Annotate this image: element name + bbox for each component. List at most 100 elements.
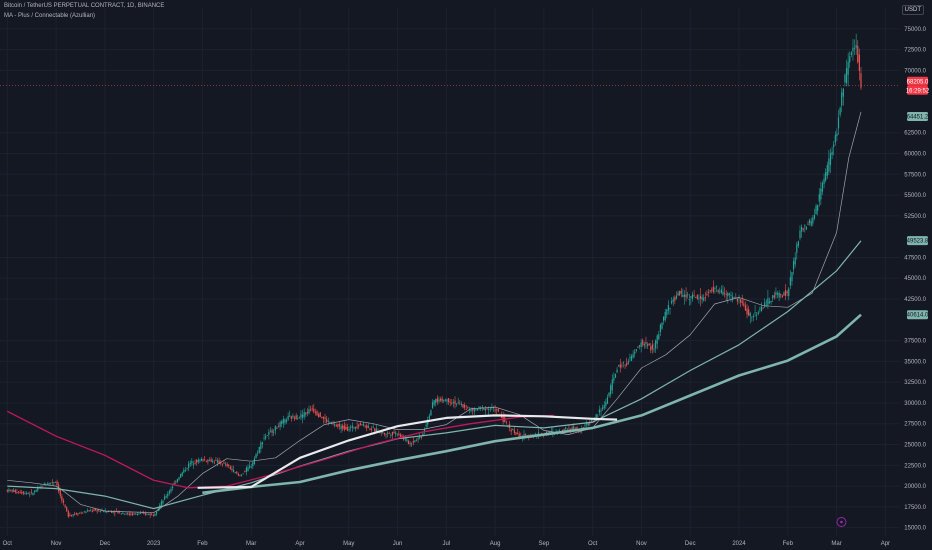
candle-body	[338, 424, 341, 427]
candle-body	[252, 462, 254, 467]
candle-body	[289, 415, 291, 417]
candle-body	[322, 417, 325, 419]
candle-body	[122, 513, 124, 514]
candle-body	[342, 425, 344, 429]
candle-body	[350, 427, 352, 429]
candle-body	[505, 421, 507, 423]
candle-body	[200, 458, 203, 462]
candle-body	[183, 469, 185, 473]
candle-body	[274, 426, 276, 431]
candle-body	[616, 369, 618, 373]
candle-body	[646, 344, 649, 347]
candle-body	[83, 511, 85, 513]
candle-body	[558, 429, 560, 431]
candle-body	[380, 431, 382, 434]
candle-body	[415, 439, 418, 441]
ma-line-white	[197, 414, 618, 489]
indicator-label[interactable]: MA - Plus / Connectable (Azullian)	[4, 13, 96, 19]
x-tick-label: May	[343, 541, 354, 547]
candle-body	[409, 443, 411, 444]
candle-body	[279, 422, 281, 427]
candle-body	[855, 45, 857, 48]
candle-body	[414, 440, 416, 442]
candle-body	[340, 425, 342, 430]
candle-body	[74, 513, 76, 515]
candle-body	[430, 410, 432, 416]
candle-body	[595, 414, 597, 419]
y-tick-label: 30000.0	[904, 401, 926, 407]
candle-body	[351, 425, 353, 428]
candle-body	[614, 373, 617, 378]
candle-body	[780, 294, 782, 296]
candle-body	[651, 344, 653, 350]
candle-body	[664, 311, 666, 321]
candle-body	[516, 433, 519, 434]
y-tick-label: 60000.0	[904, 152, 926, 158]
candle-body	[698, 297, 700, 299]
candle-body	[446, 399, 448, 402]
candle-body	[29, 494, 31, 495]
candle-body	[366, 425, 368, 429]
candle-body	[589, 423, 591, 425]
x-tick-label: Apr	[881, 541, 890, 547]
candle-body	[642, 340, 644, 345]
y-tick-label: 45000.0	[904, 276, 926, 282]
candle-body	[820, 188, 822, 200]
candle-body	[423, 429, 426, 432]
y-tick-label: 70000.0	[904, 68, 926, 74]
candle-body	[523, 434, 525, 438]
candle-body	[213, 462, 215, 464]
symbol-title[interactable]: Bitcoin / TetherUS PERPETUAL CONTRACT, 1…	[4, 3, 165, 9]
time-axis[interactable]: Oct Nov Dec 2023 Feb Mar Apr May Jun Jul Aug Sep Oct…	[3, 541, 890, 547]
candle-body	[792, 261, 795, 270]
candle-body	[59, 489, 61, 496]
candle-body	[797, 241, 799, 246]
candle-body	[695, 296, 697, 298]
candle-body	[626, 362, 628, 366]
candle-body	[215, 460, 217, 461]
candle-body	[197, 459, 199, 463]
candle-body	[486, 407, 488, 409]
candle-body	[590, 420, 592, 422]
candle-body	[473, 408, 475, 412]
candle-body	[53, 482, 55, 484]
candle-body	[32, 493, 34, 495]
candle-body	[417, 437, 419, 440]
candle-body	[165, 496, 167, 498]
candle-body	[630, 355, 633, 361]
candle-body	[327, 420, 329, 422]
candle-body	[268, 431, 270, 435]
candle-body	[48, 482, 50, 485]
candle-body	[337, 424, 339, 427]
x-tick-label: 2024	[732, 541, 746, 547]
candle-body	[603, 405, 605, 409]
x-tick-label: Feb	[197, 541, 208, 547]
candle-body	[224, 463, 227, 465]
candle-body	[127, 513, 129, 515]
candle-body	[845, 68, 848, 84]
x-tick-label: Jul	[443, 541, 451, 547]
currency-badge[interactable]: USDT	[901, 5, 924, 15]
candle-body	[391, 431, 394, 436]
candle-body	[757, 312, 759, 314]
candle-body	[778, 292, 780, 298]
candle-body	[114, 512, 116, 514]
candle-body	[704, 297, 706, 298]
candle-body	[383, 432, 386, 435]
candle-body	[321, 416, 323, 418]
candle-body	[232, 469, 235, 472]
candle-body	[85, 512, 87, 513]
candle-body	[277, 426, 280, 428]
y-tick-label: 42500.0	[904, 297, 926, 303]
candle-body	[672, 299, 674, 302]
candle-body	[303, 412, 305, 417]
candle-body	[852, 47, 854, 52]
candle-body	[300, 414, 302, 418]
candle-body	[834, 135, 836, 143]
candle-body	[412, 441, 414, 443]
x-tick-label: 2023	[147, 541, 161, 547]
candle-body	[293, 417, 296, 419]
candle-body	[263, 437, 265, 439]
x-tick-label: Nov	[51, 541, 62, 547]
